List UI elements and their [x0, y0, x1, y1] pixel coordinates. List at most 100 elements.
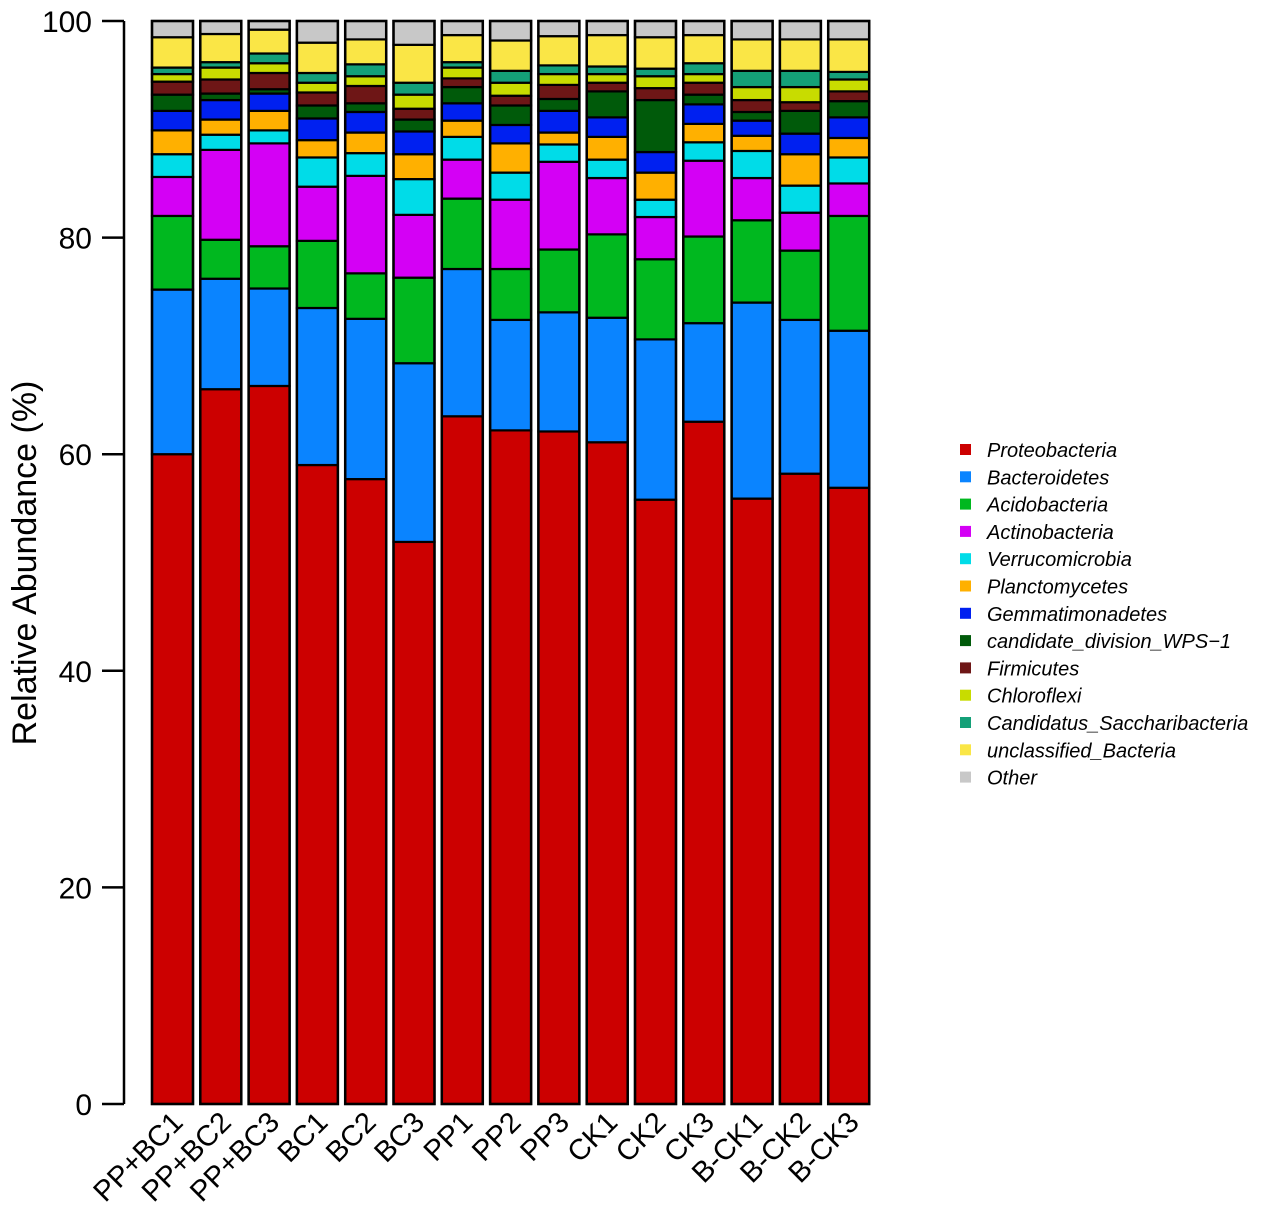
bar-segment-proteobacteria [585, 441, 629, 1106]
bar-outline [295, 19, 340, 1106]
bar-segment-proteobacteria [489, 429, 533, 1106]
bar-segment-acidobacteria [585, 233, 629, 319]
bar-segment-gemmatimonadetes [489, 123, 533, 145]
bar-segment-other [633, 19, 678, 39]
bar-segment-other [392, 19, 436, 46]
bar-segment-verrucomicrobia [392, 178, 436, 216]
bar-segment-other [247, 19, 291, 31]
bar-segment-chloroflexi [633, 75, 678, 90]
bar-segment-gemmatimonadetes [440, 102, 484, 122]
bar-segment-candidate-division-wps-1 [489, 104, 533, 127]
bar-segment-chloroflexi [537, 72, 581, 86]
bar-segment-bacteroidetes [199, 277, 243, 391]
bar-segment-firmicutes [827, 90, 871, 103]
bar-segment-bacteroidetes [344, 317, 388, 481]
bar-segment-proteobacteria [633, 498, 678, 1106]
bar-segment-verrucomicrobia [778, 184, 823, 214]
bar-stack-CK2 [633, 19, 678, 1106]
bar-segment-actinobacteria [778, 211, 823, 252]
bar-outline [826, 19, 871, 1106]
bar-segment-firmicutes [489, 94, 533, 107]
bar-segment-other [585, 19, 629, 37]
bar-segment-firmicutes [344, 84, 388, 105]
bar-outline [440, 19, 485, 1106]
bar-segment-acidobacteria [150, 214, 195, 291]
bar-segment-acidobacteria [827, 214, 871, 332]
bar-segment-proteobacteria [778, 472, 823, 1106]
bar-segment-candidate-division-wps-1 [730, 110, 774, 122]
legend-item: Bacteroidetes [960, 467, 1109, 489]
bar-segment-candidate-division-wps-1 [295, 104, 339, 120]
bar-segment-unclassified-bacteria [440, 33, 484, 64]
bar-segment-proteobacteria [440, 415, 484, 1106]
x-tick-label: BC3 [368, 1106, 431, 1169]
legend-label: Chloroflexi [987, 686, 1082, 708]
bar-segment-other [295, 19, 339, 44]
bar-segment-firmicutes [537, 83, 581, 101]
bar-segment-candidate-division-wps-1 [537, 97, 581, 112]
bar-outline [585, 19, 629, 1106]
bar-segment-unclassified-bacteria [489, 39, 533, 72]
bar-segment-bacteroidetes [150, 288, 195, 456]
bar-segment-acidobacteria [682, 235, 726, 325]
bar-stack-BC2 [343, 19, 388, 1106]
legend-label: Actinobacteria [986, 522, 1114, 544]
legend-item: Candidatus_Saccharibacteria [960, 713, 1248, 735]
bar-segment-gemmatimonadetes [150, 109, 195, 132]
bar-segment-actinobacteria [489, 198, 533, 271]
bar-stack-PP+BC1 [150, 19, 195, 1106]
x-tick-label: BC2 [320, 1106, 383, 1169]
bar-segment-firmicutes [440, 77, 484, 89]
bar-segment-chloroflexi [247, 62, 291, 75]
bar-segment-gemmatimonadetes [778, 132, 823, 156]
bar-segment-proteobacteria [682, 420, 726, 1106]
bar-segment-verrucomicrobia [247, 129, 291, 145]
bar-segment-chloroflexi [199, 66, 243, 81]
bar-segment-chloroflexi [440, 66, 484, 80]
bar-outline [247, 19, 291, 1106]
bar-segment-candidatus-saccharibacteria [392, 81, 436, 96]
y-tick-label: 40 [59, 656, 92, 689]
legend-item: Firmicutes [960, 658, 1079, 680]
x-tick-label: PP1 [418, 1106, 479, 1167]
bar-segment-unclassified-bacteria [682, 33, 726, 65]
bar-segment-actinobacteria [633, 215, 678, 261]
bar-segment-gemmatimonadetes [295, 117, 339, 142]
legend-item: Actinobacteria [960, 522, 1114, 544]
bars [150, 19, 871, 1106]
bar-segment-acidobacteria [344, 272, 388, 320]
legend-label: Gemmatimonadetes [987, 604, 1167, 626]
bar-segment-candidatus-saccharibacteria [778, 69, 823, 89]
bar-segment-candidatus-saccharibacteria [827, 70, 871, 81]
bar-segment-verrucomicrobia [295, 156, 339, 188]
bar-segment-chloroflexi [150, 72, 195, 83]
bar-segment-candidatus-saccharibacteria [633, 67, 678, 78]
bar-segment-actinobacteria [295, 185, 339, 242]
bar-segment-other [344, 19, 388, 41]
bar-stack-PP+BC2 [199, 19, 243, 1106]
bar-segment-acidobacteria [633, 258, 678, 341]
bar-segment-candidatus-saccharibacteria [585, 65, 629, 76]
bar-segment-bacteroidetes [585, 316, 629, 444]
bar-segment-firmicutes [150, 80, 195, 96]
bar-segment-candidate-division-wps-1 [585, 90, 629, 119]
bar-stack-PP1 [440, 19, 485, 1106]
legend-swatch [960, 635, 971, 647]
bar-segment-unclassified-bacteria [827, 38, 871, 74]
bar-segment-other [489, 19, 533, 42]
legend-swatch [960, 498, 971, 510]
bar-segment-gemmatimonadetes [247, 92, 291, 112]
bar-segment-firmicutes [585, 81, 629, 93]
legend-swatch [960, 553, 971, 565]
bar-segment-chloroflexi [585, 72, 629, 84]
bar-segment-unclassified-bacteria [778, 38, 823, 72]
legend-swatch [960, 580, 971, 592]
bar-segment-acidobacteria [199, 238, 243, 280]
bar-segment-acidobacteria [537, 248, 581, 314]
bar-segment-bacteroidetes [730, 301, 774, 500]
legend: Proteobacteria Bacteroidetes Acidobacteria… [960, 440, 1248, 790]
y-tick-label: 0 [75, 1089, 92, 1122]
bar-segment-other [537, 19, 581, 38]
bar-segment-planctomycetes [778, 153, 823, 187]
bar-segment-unclassified-bacteria [247, 28, 291, 55]
